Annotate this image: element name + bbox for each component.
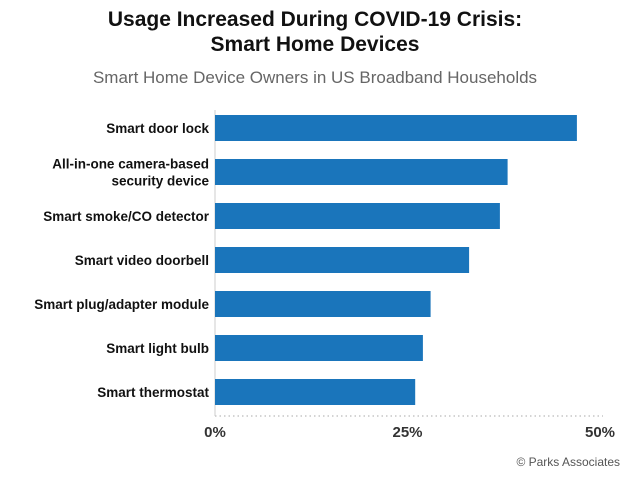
- chart-subtitle: Smart Home Device Owners in US Broadband…: [92, 68, 538, 87]
- chart-title-line2: Smart Home Devices: [210, 33, 420, 56]
- x-tick-label: 25%: [392, 424, 422, 441]
- bar-1: [215, 159, 508, 185]
- category-label: security device: [111, 174, 209, 189]
- chart-title-line1: Usage Increased During COVID-19 Crisis:: [107, 8, 523, 31]
- x-tick-label: 0%: [204, 424, 226, 441]
- bar-2: [215, 203, 500, 229]
- credit-text: © Parks Associates: [516, 455, 620, 469]
- bar-3: [215, 247, 470, 273]
- category-label: All-in-one camera-based: [52, 157, 209, 172]
- category-label: Smart smoke/CO detector: [43, 209, 210, 224]
- bar-4: [215, 291, 431, 317]
- bar-6: [215, 379, 416, 405]
- bar-0: [215, 115, 577, 141]
- bar-5: [215, 335, 423, 361]
- category-label: Smart video doorbell: [75, 253, 209, 268]
- category-label: Smart plug/adapter module: [34, 297, 209, 312]
- x-tick-label: 50%: [585, 424, 615, 441]
- category-label: Smart door lock: [106, 121, 209, 136]
- category-label: Smart thermostat: [97, 385, 209, 400]
- category-label: Smart light bulb: [106, 341, 209, 356]
